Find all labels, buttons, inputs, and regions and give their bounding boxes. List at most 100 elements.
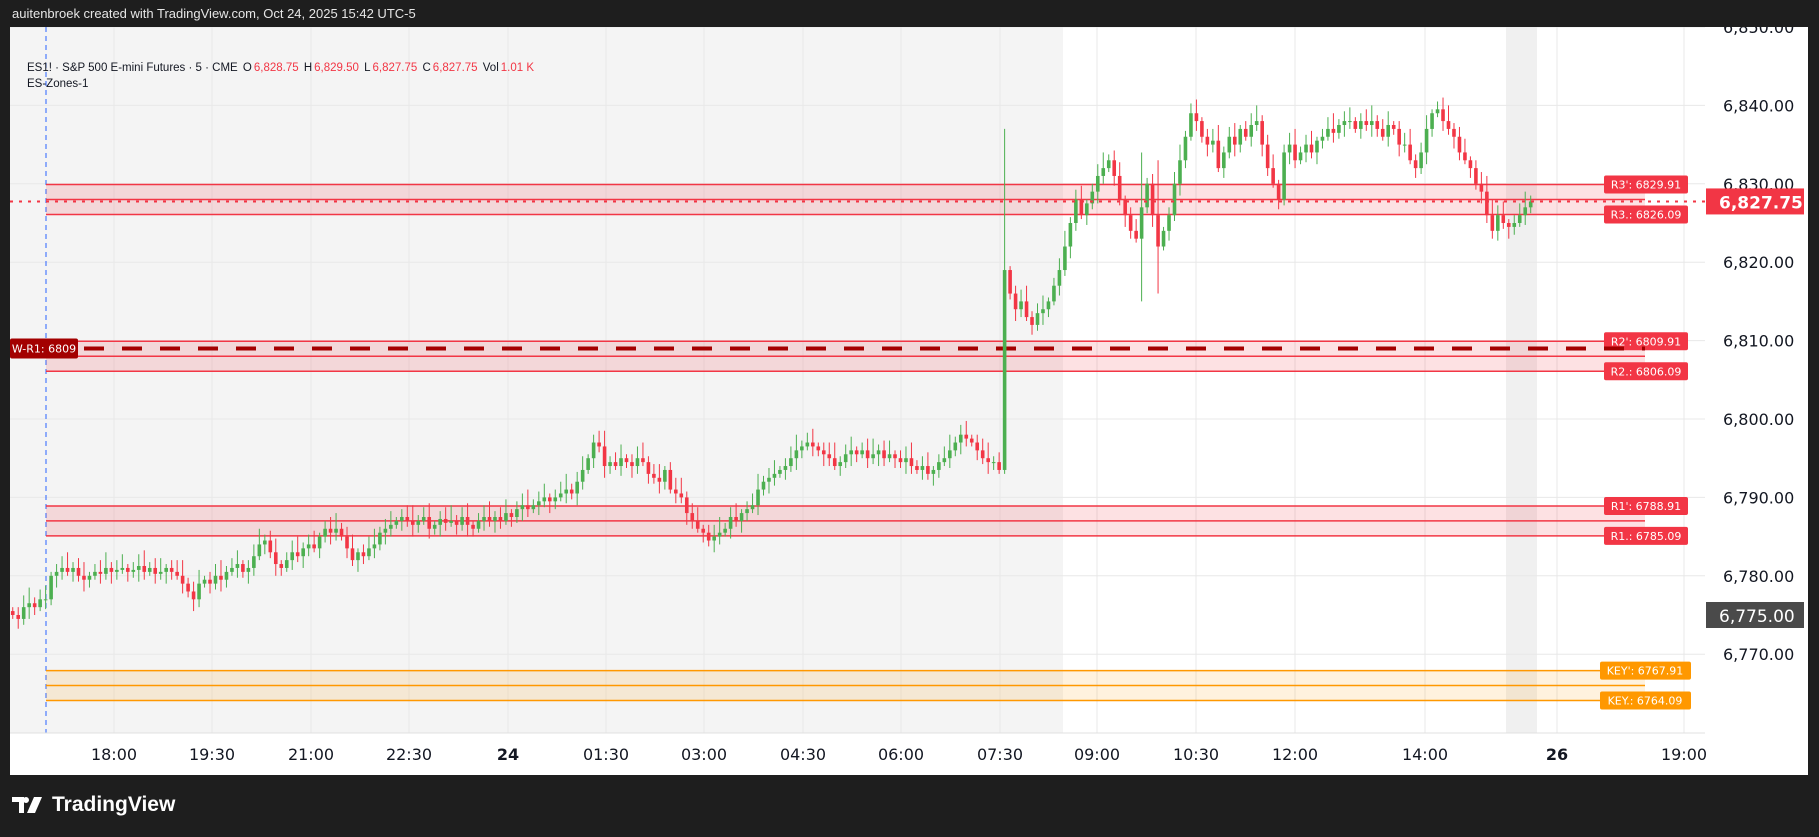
candle [679,477,684,504]
candle [1369,105,1374,137]
weekly-label-text: W-R1: 6809 [12,342,76,355]
candle [783,458,788,480]
indicator-legend[interactable]: ES-Zones-1 [27,78,89,90]
candle-body [1134,230,1138,239]
candle-body [887,454,892,459]
candle [964,420,969,447]
candle [405,505,410,527]
candle-body [350,548,355,561]
candle-body [482,517,486,521]
candle [416,515,421,533]
last-price-text: 6,827.75 [1719,193,1803,213]
candle [476,513,481,533]
candle-body [1348,121,1352,123]
candle [1112,150,1117,186]
candle-body [558,493,563,498]
candle [1238,125,1243,153]
candle-body [958,434,963,443]
candle [542,483,547,508]
candle [16,607,21,629]
candle [1342,111,1347,137]
candle [1002,128,1007,474]
candle [126,564,130,582]
candle [876,444,881,467]
candle [717,517,722,545]
candle [1008,266,1012,300]
candle [789,446,793,472]
candle [1205,128,1210,157]
candle-body [717,532,722,537]
candle [821,442,826,467]
candle [1161,226,1166,251]
candle-body [136,566,141,570]
candle-body [1222,152,1226,169]
candle [800,440,804,459]
zone-label-lower: R2.: 6806.09 [1604,362,1688,381]
candle [816,442,821,457]
candle-body [230,567,234,572]
candle-body [811,442,815,447]
price-chart[interactable]: R3': 6829.91 R3.: 6826.09 R2': 6809.91 R2.:… [10,27,1808,775]
candle-body [1457,136,1462,153]
price-tick-label: 6,800.00 [1723,410,1794,429]
candle [652,464,656,484]
candle-body [65,567,70,572]
candle [608,456,612,474]
candle-body [569,489,574,494]
candle-body [575,481,579,494]
zone-label-upper: R2': 6809.91 [1604,332,1688,351]
candle [1101,152,1106,184]
candle [1468,156,1473,178]
zone-label-bg [1600,661,1691,680]
candle-body [761,481,766,490]
candle [328,517,333,545]
candle-body [1150,183,1155,216]
candle [312,530,316,553]
candle-body [345,536,349,549]
candle-body [805,442,810,447]
candle [805,432,810,451]
candle [942,446,947,467]
candle [279,560,284,576]
candle [1304,134,1308,163]
candle [723,522,727,537]
candle-body [27,603,31,608]
candle [284,552,289,572]
candle-body [827,454,832,459]
session-shading [10,27,1063,733]
chart-frame[interactable]: R3': 6829.91 R3.: 6826.09 R2': 6809.91 R2.:… [10,27,1808,775]
candle-body [937,462,941,470]
candle-body [849,450,853,455]
zone-label-bg [1604,526,1688,545]
candle [684,491,689,525]
candle-body [1517,215,1522,223]
candle-body [1079,199,1084,216]
candle [1474,160,1478,190]
candle-body [487,517,492,521]
candle [1463,138,1467,165]
symbol-name[interactable]: ES1! · S&P 500 E-mini Futures · 5 · CME [27,62,238,74]
candle [772,460,777,486]
candle-body [756,489,760,506]
candle-body [1090,191,1095,204]
candle-body [257,544,262,557]
candle [1326,117,1330,141]
candle [1331,113,1336,143]
candle-body [394,520,399,525]
candle [1496,205,1500,241]
candle [663,466,667,490]
candle [60,556,64,580]
candle [27,587,31,619]
candle [1506,219,1511,239]
candle [175,560,179,580]
candle [1222,146,1226,178]
open-value: 6,828.75 [253,62,299,74]
candle-body [1052,285,1056,302]
candle-body [1095,175,1100,192]
candle [317,532,322,559]
candle [1380,119,1385,141]
candle [1309,130,1314,159]
candle-body [964,434,969,439]
candle [202,575,207,588]
candle [191,581,196,612]
